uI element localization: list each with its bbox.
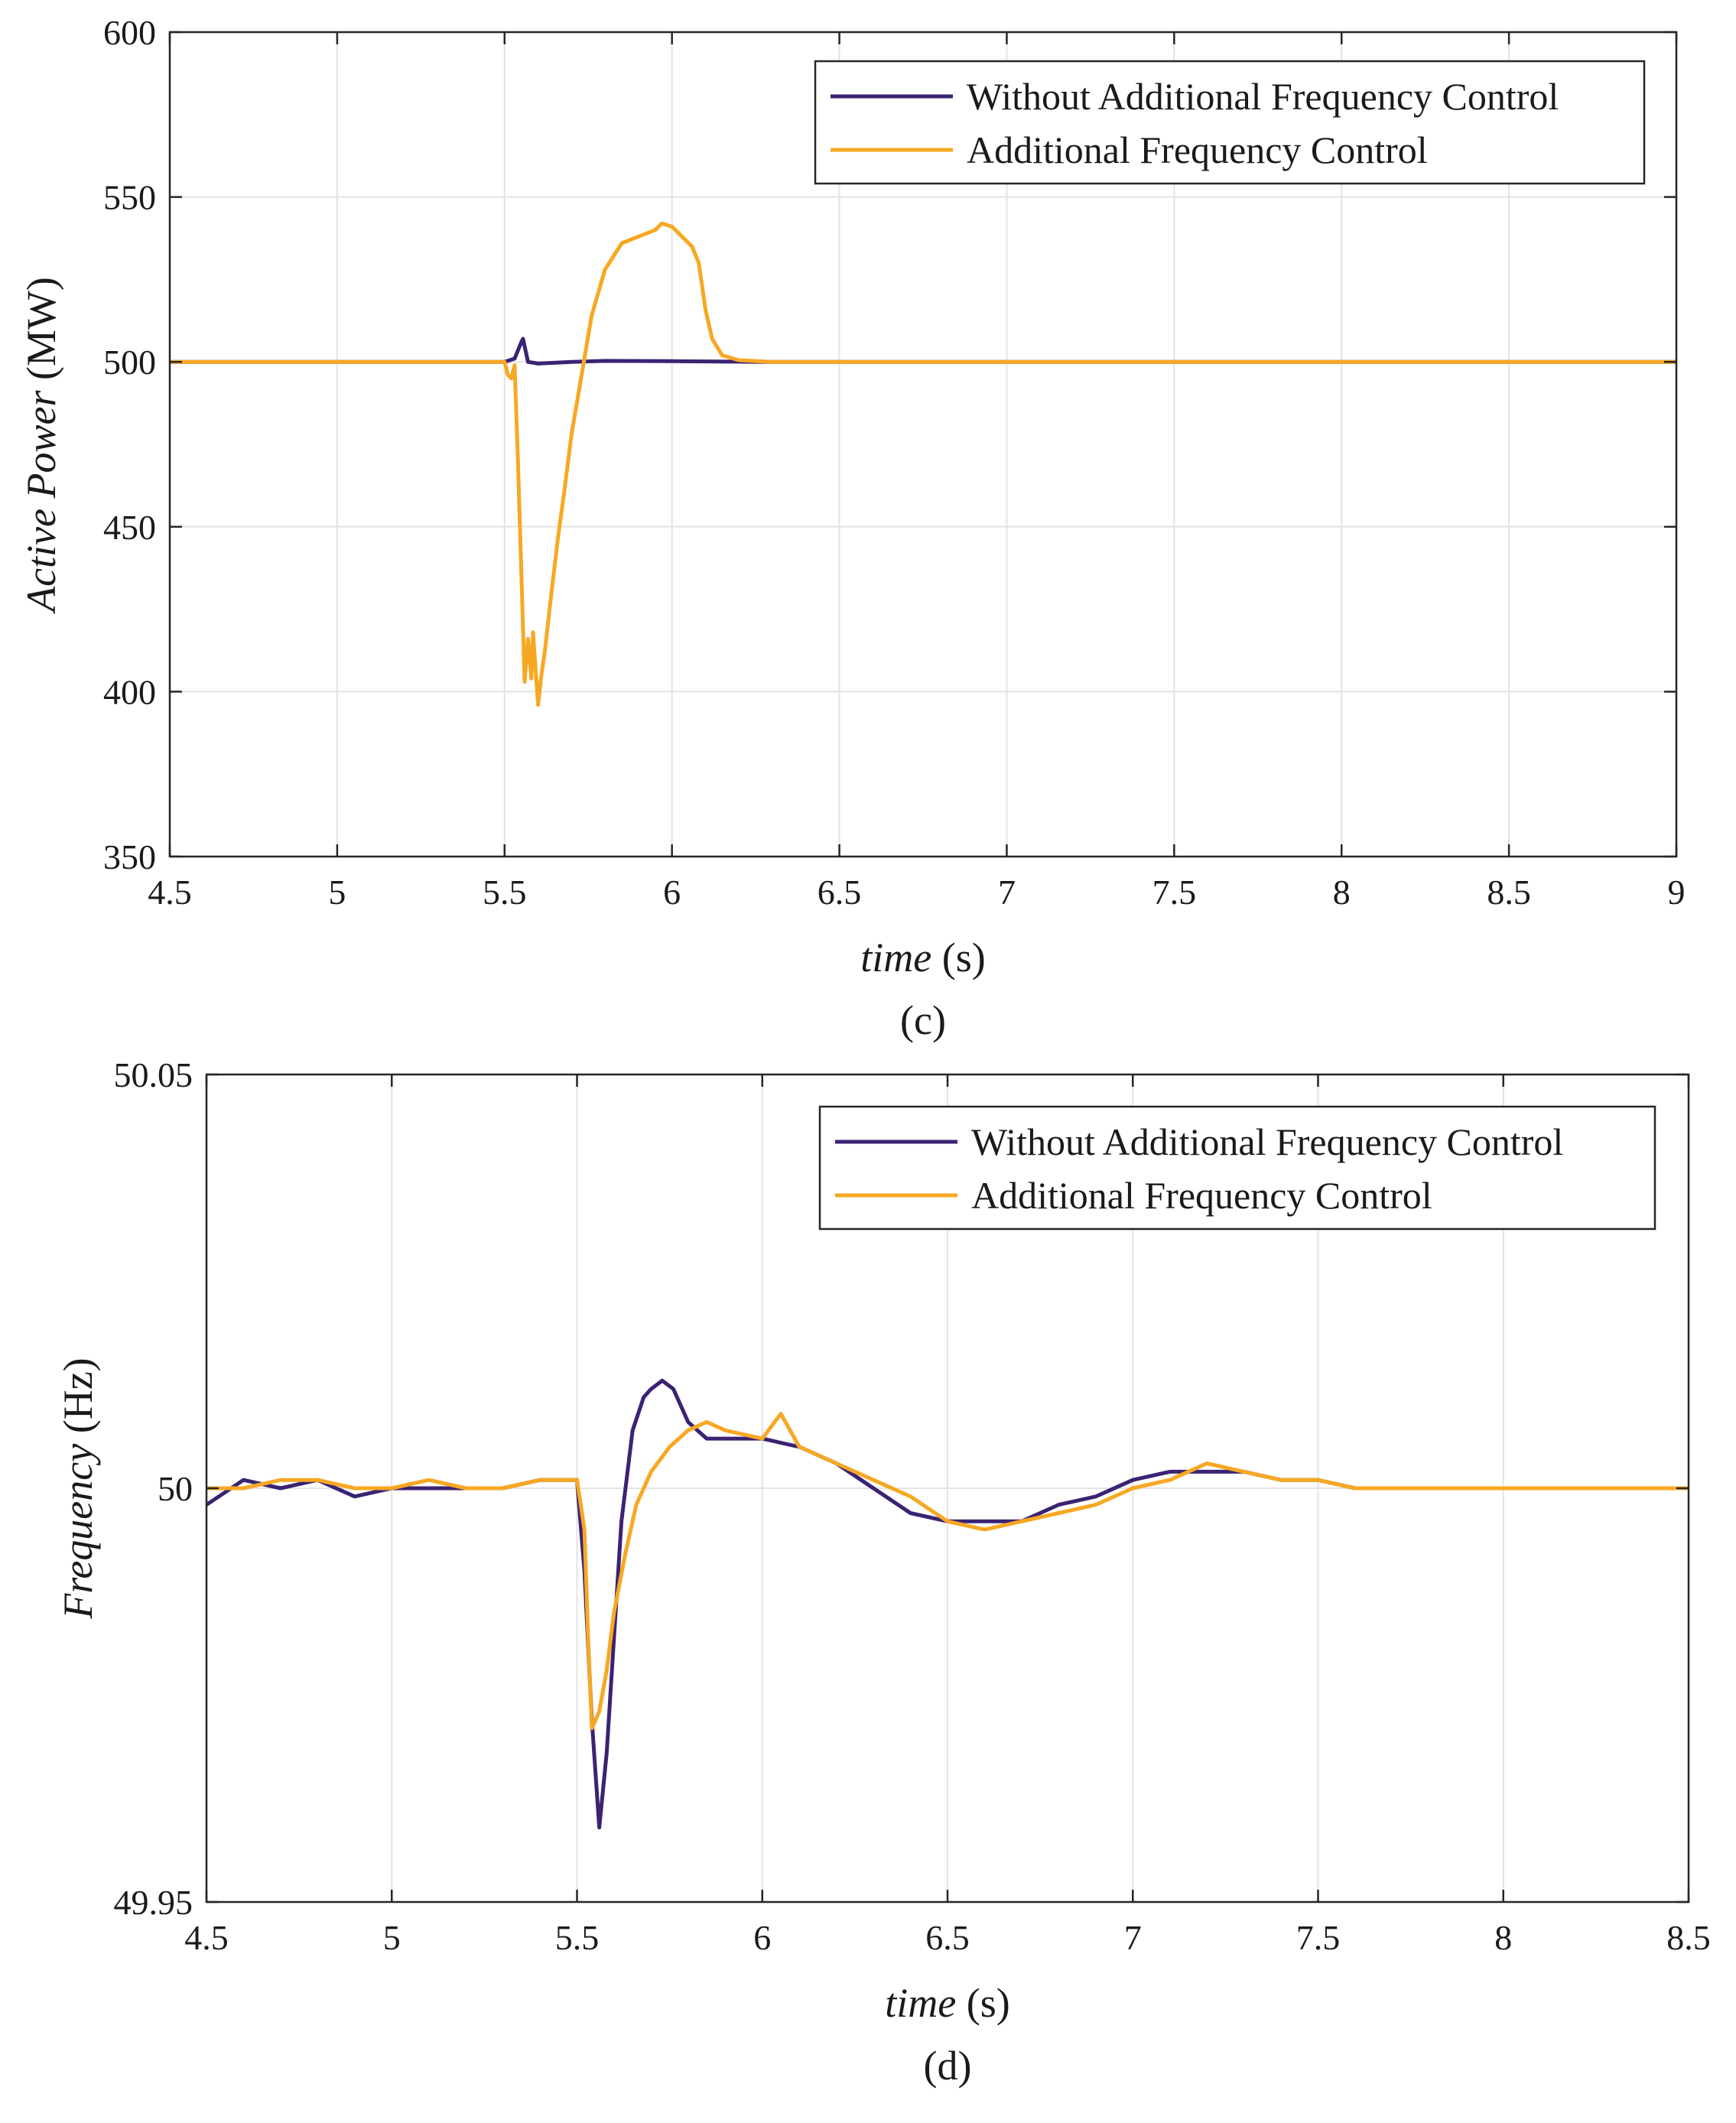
x-tick-label: 6.5 <box>818 873 862 912</box>
x-axis-unit: (s) <box>942 935 986 980</box>
y-axis-unit: (MW) <box>18 277 64 380</box>
x-tick-label: 7 <box>1124 1918 1142 1957</box>
x-axis-label: time (s) <box>885 1980 1009 2026</box>
series-layer <box>206 1378 1689 1830</box>
y-tick-label: 50.05 <box>114 1055 193 1094</box>
ticks: 4.5 5 5.5 6 6.5 7 7.5 8 8.5 9 350 400 450 500 550 600 <box>103 13 1686 912</box>
x-tick-label: 5.5 <box>483 873 527 912</box>
x-tick-label: 5.5 <box>555 1918 600 1957</box>
ticks: 4.5 5 5.5 6 6.5 7 7.5 8 8.5 49.95 50 50.05 <box>114 1055 1711 1957</box>
active-power-chart: 4.5 5 5.5 6 6.5 7 7.5 8 8.5 9 350 400 450 500 550 600 W… <box>18 13 1686 1043</box>
series-line-additional-control <box>170 221 1676 707</box>
x-tick-label: 5 <box>328 873 346 912</box>
chart-caption: (d) <box>924 2043 972 2089</box>
x-axis-label: time (s) <box>860 935 985 980</box>
x-tick-label: 6.5 <box>925 1918 970 1957</box>
series-layer <box>170 221 1676 707</box>
legend-label-without-control: Without Additional Frequency Control <box>967 75 1559 118</box>
legend-label-additional-control: Additional Frequency Control <box>967 128 1428 171</box>
x-axis-label-text: time <box>860 935 931 980</box>
y-tick-label: 400 <box>103 672 156 711</box>
x-tick-label: 7.5 <box>1296 1918 1341 1957</box>
x-tick-label: 6 <box>753 1918 771 1957</box>
y-axis-label: Active Power (MW) <box>18 277 64 614</box>
chart-caption: (c) <box>900 997 946 1043</box>
x-tick-label: 4.5 <box>184 1918 229 1957</box>
legend-label-without-control: Without Additional Frequency Control <box>971 1120 1563 1163</box>
legend: Without Additional Frequency Control Add… <box>814 60 1646 185</box>
x-axis-unit: (s) <box>967 1980 1010 2026</box>
x-tick-label: 6 <box>663 873 681 912</box>
y-tick-label: 350 <box>103 837 156 876</box>
legend: Without Additional Frequency Control Add… <box>818 1105 1656 1231</box>
y-tick-label: 500 <box>103 343 156 382</box>
x-tick-label: 8.5 <box>1666 1918 1711 1957</box>
y-tick-label: 600 <box>103 13 156 52</box>
y-axis-unit: (Hz) <box>55 1357 101 1433</box>
legend-box <box>818 1105 1656 1231</box>
x-axis-label-text: time <box>885 1980 956 2026</box>
y-tick-label: 450 <box>103 508 156 547</box>
series-line-additional-control <box>206 1412 1689 1731</box>
x-tick-label: 9 <box>1668 873 1686 912</box>
y-tick-label: 49.95 <box>114 1883 193 1922</box>
y-axis-label: Frequency (Hz) <box>55 1357 101 1619</box>
axes-box <box>168 31 1678 858</box>
y-axis-label-text: Frequency <box>55 1444 101 1620</box>
y-tick-label: 50 <box>158 1469 193 1508</box>
x-tick-label: 8 <box>1333 873 1351 912</box>
legend-label-additional-control: Additional Frequency Control <box>971 1174 1432 1217</box>
y-tick-label: 550 <box>103 178 156 217</box>
frequency-chart: 4.5 5 5.5 6 6.5 7 7.5 8 8.5 49.95 50 50.05 Without … <box>55 1055 1711 2089</box>
x-tick-label: 8 <box>1494 1918 1512 1957</box>
x-tick-label: 8.5 <box>1487 873 1531 912</box>
x-tick-label: 7 <box>998 873 1016 912</box>
legend-box <box>814 60 1646 185</box>
x-tick-label: 5 <box>383 1918 401 1957</box>
y-axis-label-text: Active Power <box>18 390 64 614</box>
x-tick-label: 7.5 <box>1152 873 1197 912</box>
x-tick-label: 4.5 <box>148 873 192 912</box>
